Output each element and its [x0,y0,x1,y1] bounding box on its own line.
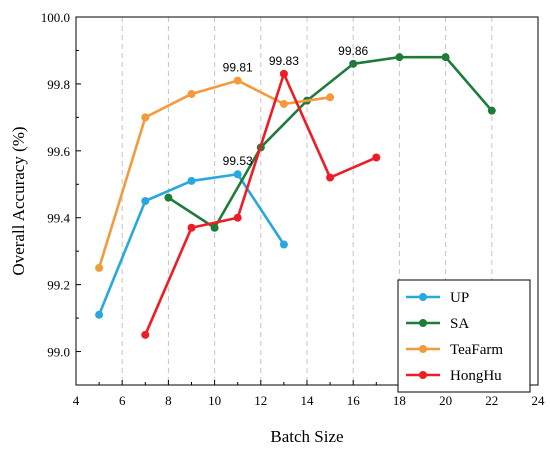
data-point [233,76,242,85]
y-tick-label: 99.4 [47,211,70,226]
data-point [441,53,450,62]
data-labels: 99.53 99.81 99.83 99.86 [223,44,369,168]
series-teafarm [95,76,335,272]
x-tick-label: 18 [393,393,406,408]
data-point [141,330,150,339]
x-tick-label: 22 [485,393,498,408]
data-point [395,53,404,62]
legend-item-up: UP [406,290,469,306]
data-label: 99.53 [223,154,253,168]
data-point [279,99,288,108]
legend: UP SA TeaFarm HongHu [397,279,531,393]
series-layer [95,53,496,339]
data-point [233,170,242,179]
legend-item-teafarm: TeaFarm [406,342,503,358]
data-point [326,93,335,102]
data-point [187,223,196,232]
data-point [233,213,242,222]
legend-label: UP [450,290,469,306]
legend-swatch-marker [419,293,427,301]
legend-swatch-marker [419,345,427,353]
x-tick-label: 8 [165,393,172,408]
legend-item-honghu: HongHu [406,368,502,384]
data-point [487,106,496,115]
data-point [95,310,104,319]
legend-swatch-marker [419,371,427,379]
data-point [372,153,381,162]
x-tick-label: 6 [119,393,126,408]
legend-item-sa: SA [406,316,469,332]
series-up [95,170,288,319]
x-tick-label: 10 [208,393,221,408]
ticks: 4 6 8 10 12 14 16 18 20 22 2499.099.299.499.699.81… [41,10,545,408]
y-tick-label: 99.6 [47,144,70,159]
series-line [97,172,285,316]
x-tick-label: 20 [439,393,452,408]
data-label: 99.83 [269,54,299,68]
y-tick-label: 99.8 [47,77,70,92]
x-tick-label: 14 [301,393,315,408]
data-label: 99.86 [338,44,368,58]
series-line [97,79,331,269]
data-point [187,89,196,98]
legend-label: TeaFarm [450,342,503,358]
data-point [141,197,150,205]
series-line [144,72,377,336]
x-tick-label: 4 [73,393,80,408]
data-point [187,176,196,185]
data-point [164,193,173,202]
x-tick-label: 16 [347,393,361,408]
data-point [95,263,104,272]
y-tick-label: 99.0 [47,345,70,360]
data-point [349,59,358,68]
legend-swatch-marker [419,319,427,327]
y-tick-label: 100.0 [41,10,70,25]
x-tick-label: 12 [254,393,267,408]
series-honghu [141,69,381,339]
x-tick-label: 24 [532,393,546,408]
data-point [279,240,288,249]
x-axis-title: Batch Size [270,427,343,446]
series-sa [164,53,496,232]
data-point [279,69,288,78]
data-point [141,113,150,122]
data-point [210,223,219,232]
y-tick-label: 99.2 [47,278,70,293]
data-label: 99.81 [223,61,253,75]
legend-label: HongHu [450,368,502,384]
y-axis-title: Overall Accuracy (%) [9,126,28,275]
legend-label: SA [450,316,469,332]
series-line [167,55,493,230]
data-point [326,173,335,182]
